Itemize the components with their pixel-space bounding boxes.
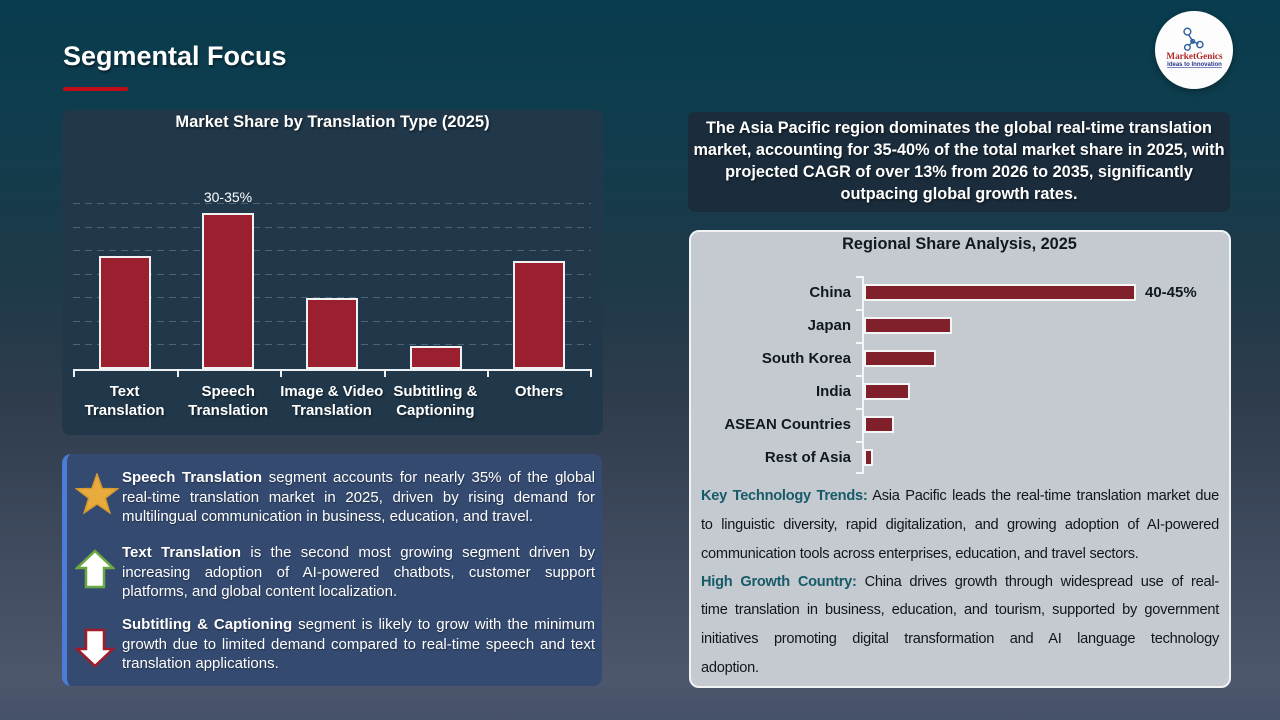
svg-text:MarketGenics: MarketGenics: [1166, 51, 1223, 61]
svg-text:Ideas to Innovation: Ideas to Innovation: [1167, 62, 1222, 68]
